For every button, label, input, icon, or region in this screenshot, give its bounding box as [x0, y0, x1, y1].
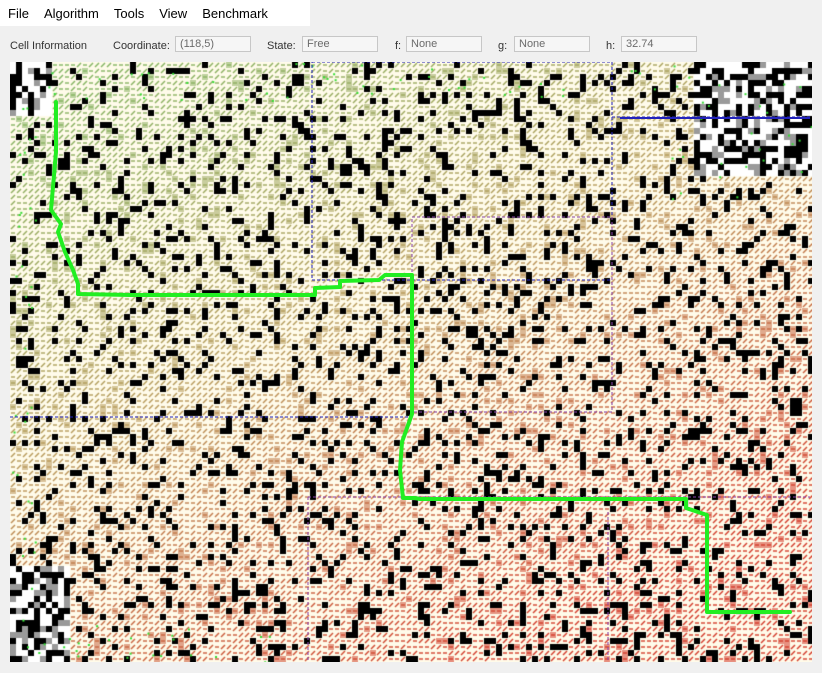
menu-file[interactable]: File [8, 5, 29, 21]
f-field[interactable]: None [406, 36, 482, 52]
cell-information-label: Cell Information [10, 40, 88, 52]
region-border-0 [311, 62, 613, 281]
menu-tools[interactable]: Tools [113, 5, 145, 21]
grid-overlay [10, 62, 812, 662]
h-field[interactable]: 32.74 [621, 36, 697, 52]
h-label: h: [606, 40, 616, 52]
search-grid-view[interactable] [10, 62, 812, 662]
menu-bar: File Algorithm Tools View Benchmark [0, 0, 310, 26]
menu-benchmark[interactable]: Benchmark [202, 5, 268, 21]
state-label: State: [267, 40, 296, 52]
g-label: g: [498, 40, 508, 52]
menu-view[interactable]: View [159, 5, 188, 21]
state-field[interactable]: Free [302, 36, 378, 52]
path-line [49, 100, 792, 614]
cell-information-bar: Cell Information Coordinate: (118,5) Sta… [0, 34, 822, 58]
menu-algorithm[interactable]: Algorithm [43, 5, 99, 21]
coordinate-label: Coordinate: [113, 40, 170, 52]
f-label: f: [395, 40, 402, 52]
region-border-1 [411, 216, 613, 413]
g-field[interactable]: None [514, 36, 590, 52]
coordinate-field[interactable]: (118,5) [175, 36, 251, 52]
